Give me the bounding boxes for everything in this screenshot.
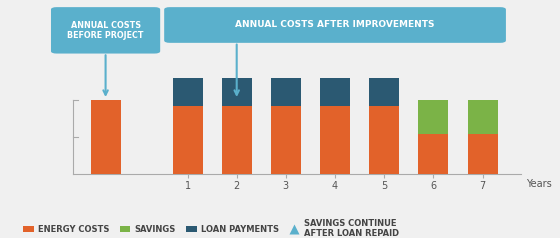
Text: ANNUAL COSTS
BEFORE PROJECT: ANNUAL COSTS BEFORE PROJECT (67, 21, 144, 40)
Bar (369, 78, 399, 106)
Bar (271, 78, 301, 106)
Bar (320, 78, 350, 106)
Bar (172, 78, 203, 106)
Bar (271, 106, 301, 174)
Bar (172, 106, 203, 174)
Text: ANNUAL COSTS AFTER IMPROVEMENTS: ANNUAL COSTS AFTER IMPROVEMENTS (235, 20, 435, 30)
Bar (418, 134, 449, 174)
Bar (222, 78, 252, 106)
Bar (320, 106, 350, 174)
Bar (418, 100, 449, 134)
Bar (468, 100, 498, 134)
Bar (91, 100, 120, 174)
Text: Years: Years (526, 179, 552, 189)
Bar (222, 106, 252, 174)
Bar (369, 106, 399, 174)
Legend: ENERGY COSTS, SAVINGS, LOAN PAYMENTS, SAVINGS CONTINUE
AFTER LOAN REPAID: ENERGY COSTS, SAVINGS, LOAN PAYMENTS, SA… (23, 219, 399, 238)
Bar (468, 134, 498, 174)
